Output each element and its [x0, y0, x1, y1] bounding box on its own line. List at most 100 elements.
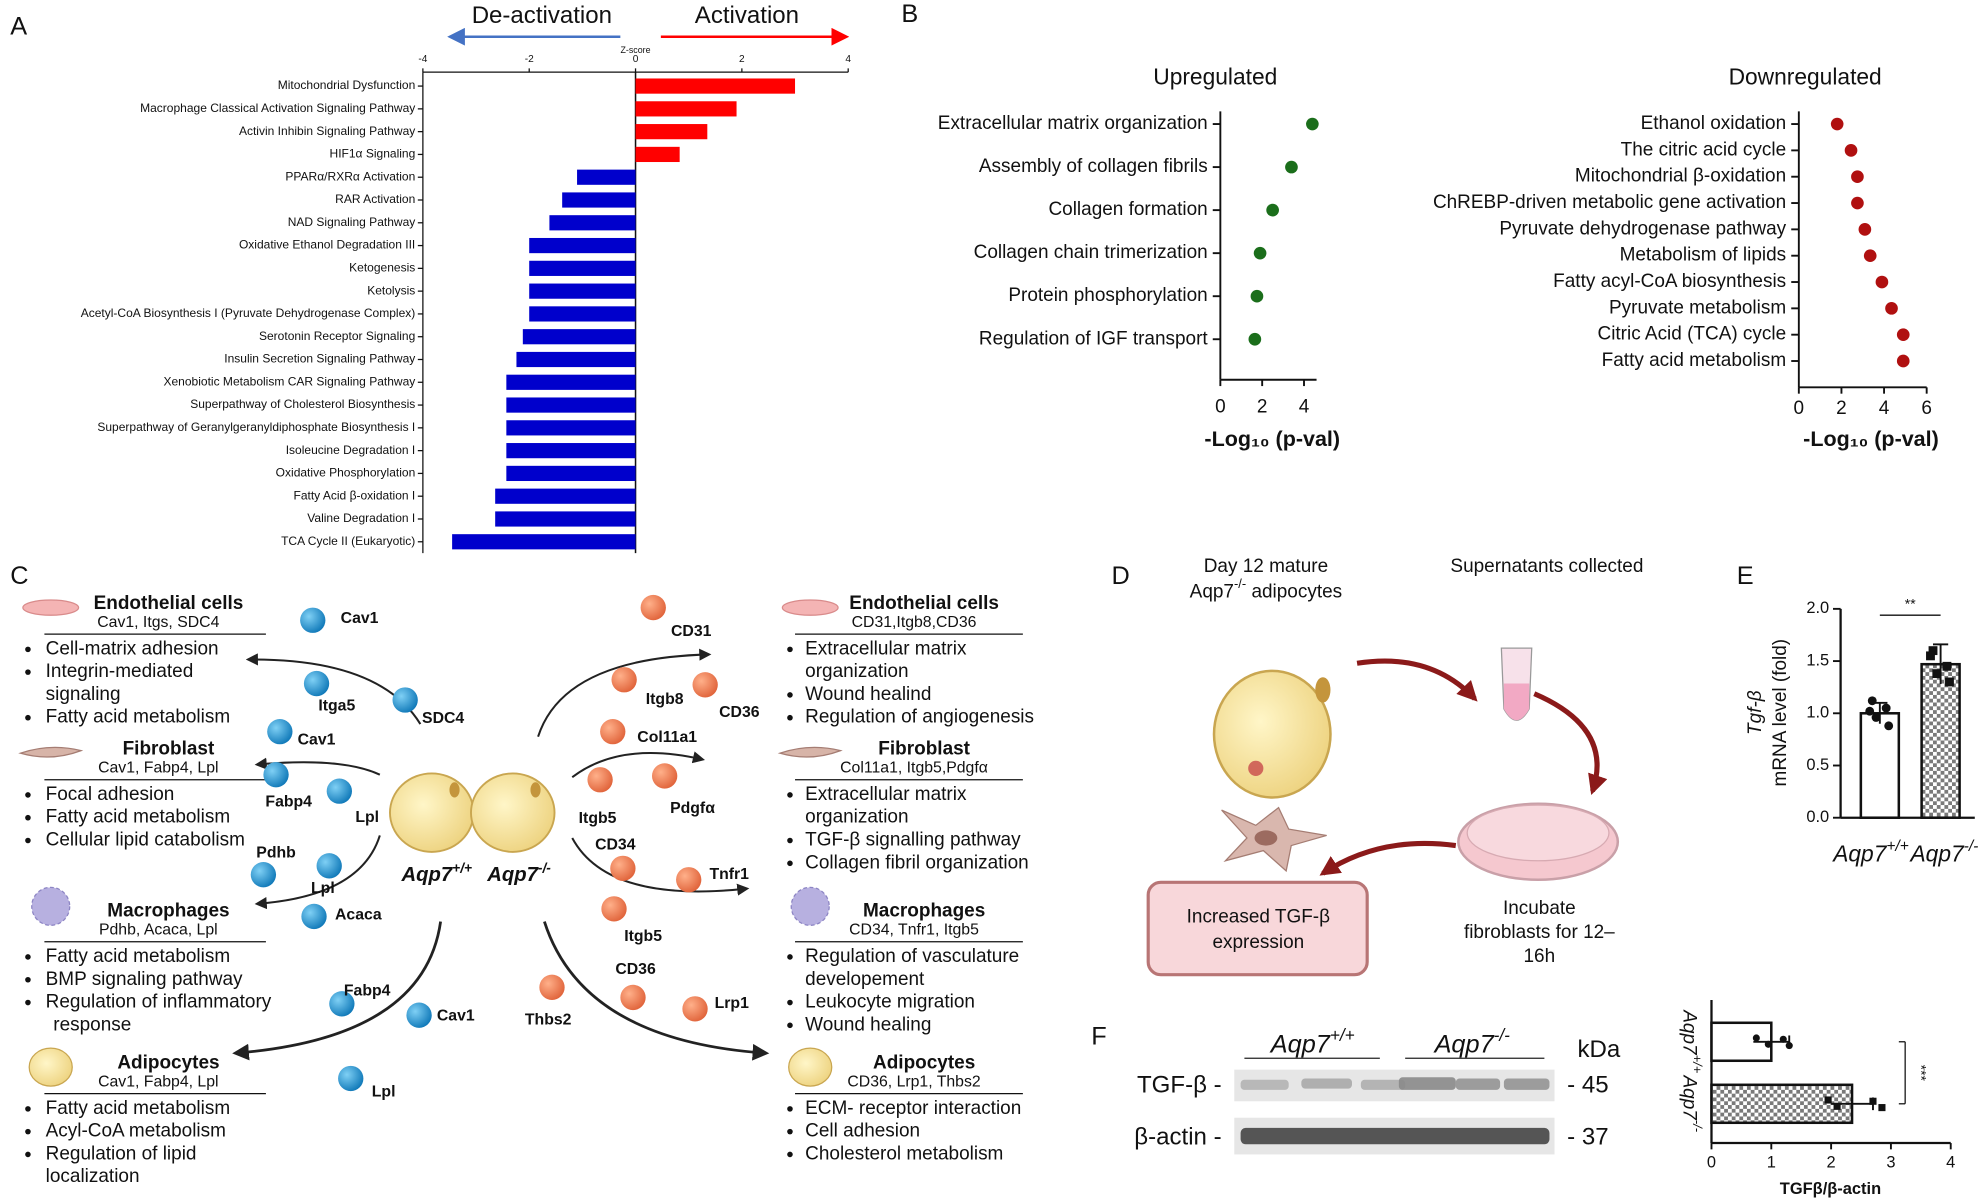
- x-tick-label: 2: [1836, 398, 1847, 419]
- point: [1871, 713, 1881, 722]
- bullet: [25, 1151, 31, 1158]
- nucleus: [1315, 677, 1331, 703]
- chart-title: Downregulated: [1729, 63, 1882, 89]
- dot: [1306, 117, 1319, 131]
- endothelial-icon: [781, 599, 839, 616]
- arrow: [254, 835, 381, 910]
- text-part: -/-: [538, 860, 551, 875]
- nucleus: [1254, 830, 1278, 846]
- text-part: Aqp7: [1831, 841, 1888, 867]
- macrophage-icon: [31, 886, 71, 926]
- point: [1884, 721, 1894, 731]
- arrow: [543, 921, 770, 1061]
- bullet-text: localization: [46, 1166, 140, 1187]
- bullet-text: signaling: [46, 684, 121, 705]
- gene-bubble: [601, 896, 627, 922]
- y-tick-label: Pyruvate metabolism: [1609, 297, 1786, 318]
- gene-label: Fabp4: [344, 982, 391, 999]
- gene-label: SDC4: [422, 710, 464, 727]
- point: [1833, 1102, 1841, 1110]
- gene-bubble: [539, 974, 565, 1000]
- gene-bubble: [620, 984, 646, 1011]
- gene-label: Cav1: [341, 610, 379, 627]
- text-part: -/-: [1690, 1120, 1705, 1133]
- gene-bubble: [303, 670, 330, 697]
- panel-label: E: [1737, 562, 1754, 590]
- x-tick-label: 4: [1299, 397, 1310, 418]
- bullet: [787, 1106, 793, 1112]
- bullet: [787, 1022, 793, 1029]
- adipocyte: [470, 772, 556, 853]
- point: [1878, 1104, 1886, 1112]
- x-tick-label: 0: [633, 54, 639, 65]
- fibroblast-icon: [777, 746, 843, 758]
- bullet: [25, 1128, 31, 1135]
- bar: [529, 306, 636, 322]
- band: [1301, 1078, 1352, 1089]
- bullet-text: response: [53, 1014, 131, 1035]
- bar: [506, 420, 636, 436]
- point: [1867, 696, 1877, 706]
- x-tick-label: -4: [418, 54, 427, 65]
- point: [1779, 1035, 1787, 1043]
- band: [1398, 1077, 1456, 1090]
- band: [1240, 1079, 1289, 1090]
- petri-dish-inner: [1466, 804, 1610, 862]
- bullet: [25, 837, 31, 844]
- bullet-text: Wound healind: [805, 684, 931, 705]
- y-tick-label: NAD Signaling Pathway: [288, 215, 416, 229]
- y-tick-label: Extracellular matrix organization: [938, 113, 1208, 134]
- y-tick-label: Aqp7+/+: [1679, 1009, 1705, 1073]
- gene-label: Itgb8: [646, 691, 684, 708]
- text-part: Aqp7: [1433, 1030, 1495, 1058]
- dot: [1875, 275, 1889, 289]
- x-tick-label: 2: [1257, 397, 1268, 418]
- fibroblast-icon: [18, 746, 84, 758]
- dot: [1851, 196, 1864, 210]
- dot: [1830, 117, 1844, 131]
- x-tick-label: 0: [1215, 397, 1226, 418]
- dot: [1285, 160, 1298, 174]
- bullet-text: Extracellular matrix: [805, 638, 967, 659]
- group-title: Fibroblast: [123, 738, 215, 759]
- step-text: Aqp7-/- adipocytes: [1190, 577, 1342, 603]
- y-tick-label: Protein phosphorylation: [1008, 285, 1207, 306]
- arrow: [1533, 691, 1608, 795]
- gene-label: CD34: [595, 837, 636, 854]
- x-tick-label: Aqp7-/-: [1909, 838, 1979, 867]
- bullet-text: Fatty acid metabolism: [46, 1098, 230, 1119]
- bullet: [25, 669, 31, 675]
- text-part: Aqp7: [1269, 1030, 1331, 1058]
- y-tick-label: Fatty acyl-CoA biosynthesis: [1553, 271, 1786, 292]
- bullet-text: Collagen fibril organization: [805, 852, 1029, 873]
- bullet-text: developement: [805, 969, 925, 990]
- bar: [635, 124, 708, 140]
- y-tick-label: Superpathway of Geranylgeranyldiphosphat…: [97, 420, 415, 434]
- bullet: [787, 646, 793, 653]
- c-arrows: [232, 648, 770, 1061]
- text-part: -/-: [1964, 838, 1979, 855]
- dot: [1896, 328, 1910, 342]
- gene-label: Tnfr1: [709, 866, 749, 883]
- bullet-text: Leukocyte migration: [805, 992, 975, 1013]
- bullet-text: Fatty acid metabolism: [46, 946, 230, 967]
- gene-label: CD36: [719, 704, 760, 721]
- text-part: +/+: [1886, 838, 1908, 855]
- dot: [1253, 246, 1267, 260]
- arrow: [571, 751, 705, 779]
- bullet: [787, 837, 793, 844]
- point: [1865, 706, 1875, 716]
- bar: [549, 215, 636, 231]
- adipocyte-icon: [788, 1047, 833, 1087]
- gene-bubble: [267, 718, 293, 745]
- bullet: [787, 792, 793, 798]
- bar: [529, 260, 636, 276]
- step-text: fibroblasts for 12–: [1464, 922, 1615, 943]
- panel-label: D: [1111, 562, 1129, 590]
- group-label: Aqp7-/-: [1433, 1024, 1511, 1058]
- adipocyte: [389, 772, 475, 853]
- bullet-text: Acyl-CoA metabolism: [46, 1121, 226, 1142]
- size-label: - 45: [1567, 1071, 1608, 1098]
- text-part: +/+: [452, 860, 472, 875]
- arrow: [1319, 840, 1457, 876]
